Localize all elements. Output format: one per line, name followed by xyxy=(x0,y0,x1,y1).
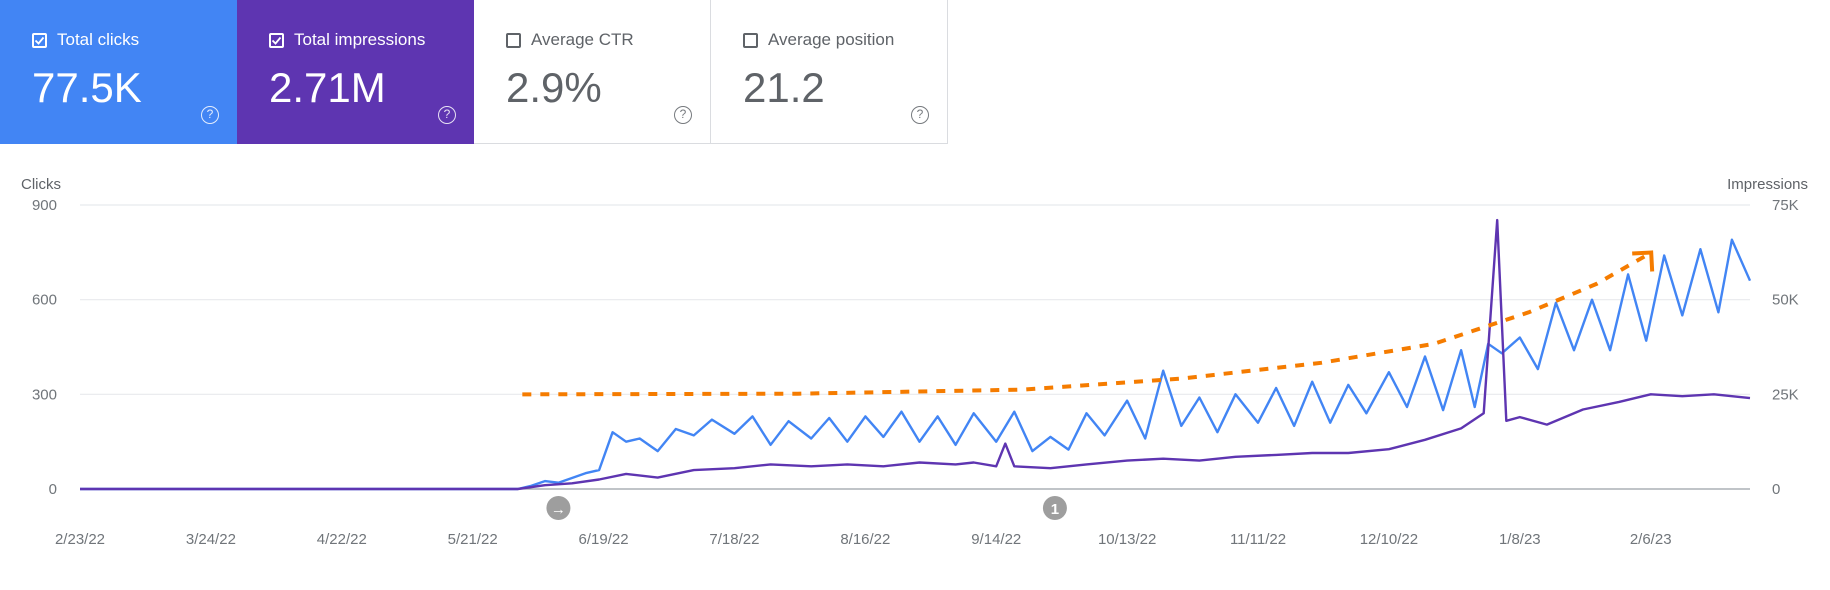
total-clicks-header: Total clicks xyxy=(32,30,139,50)
average-ctr-value: 2.9% xyxy=(506,64,602,111)
checkbox-icon[interactable] xyxy=(32,32,47,48)
right-tick-label: 50K xyxy=(1772,292,1799,309)
left-tick-label: 0 xyxy=(49,481,57,498)
help-icon[interactable]: ? xyxy=(911,106,929,124)
trend-arrow xyxy=(522,250,1655,397)
total-impressions-label: Total impressions xyxy=(294,30,426,49)
clicks-line xyxy=(80,238,1752,491)
x-tick-label: 5/21/22 xyxy=(448,531,498,548)
annotation-label: 1 xyxy=(1051,501,1059,518)
x-tick-label: 7/18/22 xyxy=(709,531,759,548)
checkbox-icon[interactable] xyxy=(269,32,284,48)
left-tick-label: 600 xyxy=(32,292,57,309)
x-tick-label: 1/8/23 xyxy=(1499,531,1541,548)
right-tick-label: 75K xyxy=(1772,197,1799,214)
total-clicks-label: Total clicks xyxy=(57,30,140,49)
average-position-header: Average position xyxy=(743,30,894,50)
right-tick-label: 0 xyxy=(1772,481,1780,498)
x-axis-ticks: 2/23/22 3/24/22 4/22/22 5/21/22 6/19/22 7/18/… xyxy=(55,531,1672,548)
right-axis-ticks: 0 25K 50K 75K xyxy=(1772,197,1799,498)
total-impressions-card[interactable]: Total impressions 2.71M ? xyxy=(237,0,474,144)
right-axis-title: Impressions xyxy=(1727,176,1808,193)
total-clicks-value: 77.5K xyxy=(32,64,142,111)
annotation-label: → xyxy=(551,501,566,518)
total-clicks-card[interactable]: Total clicks 77.5K ? xyxy=(0,0,237,144)
average-position-label: Average position xyxy=(768,30,895,49)
x-tick-label: 12/10/22 xyxy=(1360,531,1418,548)
right-tick-label: 25K xyxy=(1772,386,1799,403)
checkbox-icon[interactable] xyxy=(743,32,758,48)
left-tick-label: 900 xyxy=(32,197,57,214)
checkbox-icon[interactable] xyxy=(506,32,521,48)
x-tick-label: 6/19/22 xyxy=(579,531,629,548)
total-impressions-value: 2.71M xyxy=(269,64,386,111)
x-tick-label: 2/6/23 xyxy=(1630,531,1672,548)
trend-arrowhead xyxy=(1632,250,1655,272)
x-tick-label: 8/16/22 xyxy=(840,531,890,548)
x-tick-label: 10/13/22 xyxy=(1098,531,1156,548)
average-ctr-header: Average CTR xyxy=(506,30,634,50)
average-position-card[interactable]: Average position 21.2 ? xyxy=(711,0,948,144)
average-position-value: 21.2 xyxy=(743,64,825,111)
metric-cards: Total clicks 77.5K ? Total impressions 2… xyxy=(0,0,948,144)
left-axis-ticks: 0 300 600 900 xyxy=(32,197,57,498)
annotation-marker xyxy=(546,496,571,520)
x-tick-label: 9/14/22 xyxy=(971,531,1021,548)
total-impressions-header: Total impressions xyxy=(269,30,425,50)
trend-line xyxy=(522,253,1648,397)
left-tick-label: 300 xyxy=(32,386,57,403)
annotation-marker xyxy=(1042,496,1067,520)
x-tick-label: 4/22/22 xyxy=(317,531,367,548)
x-tick-label: 3/24/22 xyxy=(186,531,236,548)
annotation-markers: → 1 xyxy=(546,496,1067,520)
help-icon[interactable]: ? xyxy=(438,106,456,124)
average-ctr-label: Average CTR xyxy=(531,30,634,49)
average-ctr-card[interactable]: Average CTR 2.9% ? xyxy=(474,0,711,144)
help-icon[interactable]: ? xyxy=(201,106,219,124)
series-lines xyxy=(80,218,1752,491)
help-icon[interactable]: ? xyxy=(674,106,692,124)
x-tick-label: 11/11/22 xyxy=(1230,531,1286,548)
impressions-line xyxy=(80,218,1751,491)
x-tick-label: 2/23/22 xyxy=(55,531,105,548)
left-axis-title: Clicks xyxy=(21,176,61,193)
